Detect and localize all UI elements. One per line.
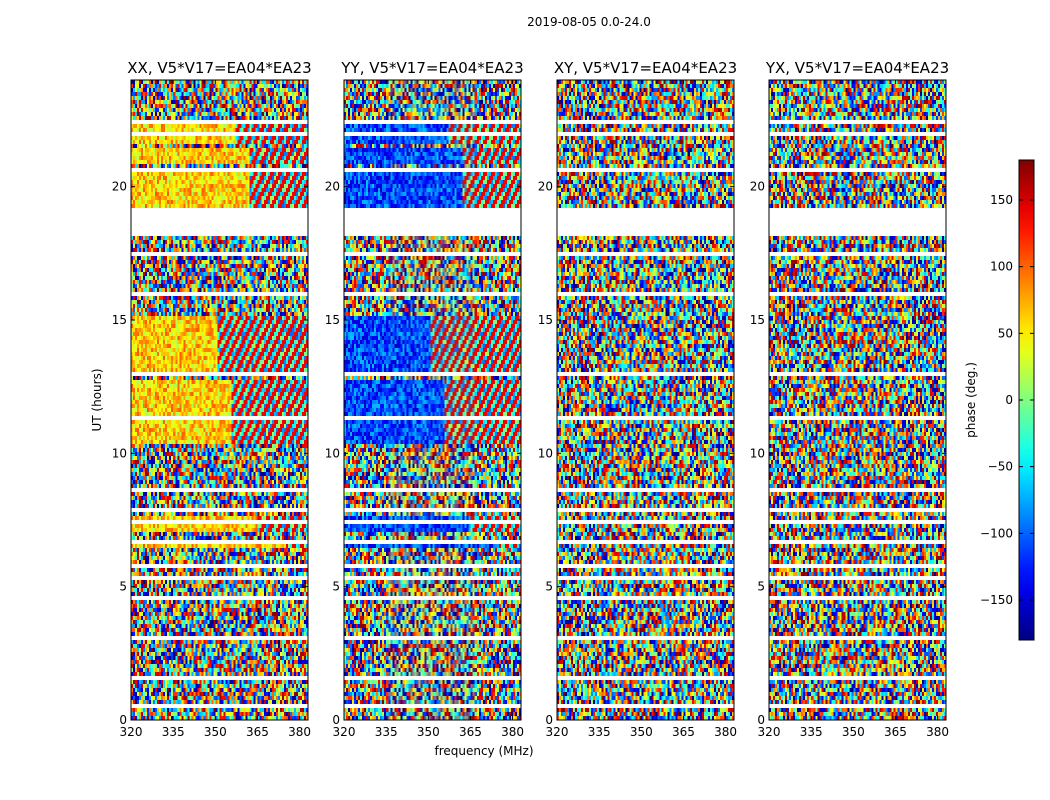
y-tick-label: 10 [750, 446, 765, 460]
colorbar-tick-label: −50 [988, 460, 1013, 474]
x-tick-label: 365 [884, 725, 907, 739]
panel-0: XX, V5*V17=EA04*EA23 320 335 350 365 380 0 5 10 1… [112, 59, 312, 739]
x-tick-label: 320 [546, 725, 569, 739]
x-tick-label: 320 [120, 725, 143, 739]
colorbar: 150 100 50 0 −50 −100 −150 [980, 159, 1035, 641]
x-tick-label: 350 [417, 725, 440, 739]
y-tick-label: 20 [538, 180, 553, 194]
colorbar-tick-label: 50 [998, 326, 1013, 340]
y-tick-label: 10 [538, 446, 553, 460]
heatmap-image [344, 80, 521, 720]
panel-3: YX, V5*V17=EA04*EA23 320 335 350 365 380 0 5 10 1… [750, 59, 949, 739]
y-tick-label: 10 [112, 446, 127, 460]
x-tick-label: 350 [630, 725, 653, 739]
panels: XX, V5*V17=EA04*EA23 320 335 350 365 380 0 5 10 1… [112, 59, 949, 739]
colorbar-tick-label: 150 [990, 193, 1013, 207]
panel-title: YX, V5*V17=EA04*EA23 [765, 59, 949, 77]
colorbar-tick-label: 0 [1005, 393, 1013, 407]
axes-frame [130, 79, 309, 721]
y-tick-label: 10 [325, 446, 340, 460]
y-axis-label: UT (hours) [90, 368, 104, 431]
colorbar-label: phase (deg.) [964, 362, 978, 438]
x-tick-label: 365 [672, 725, 695, 739]
x-tick-label: 350 [204, 725, 227, 739]
x-axis-label: frequency (MHz) [434, 744, 533, 758]
x-tick-label: 380 [501, 725, 524, 739]
axes-frame [343, 79, 522, 721]
y-tick-label: 0 [545, 713, 553, 727]
y-tick-label: 5 [545, 580, 553, 594]
y-tick-label: 0 [119, 713, 127, 727]
x-tick-label: 335 [588, 725, 611, 739]
y-tick-label: 5 [332, 580, 340, 594]
figure-title: 2019-08-05 0.0-24.0 [527, 15, 651, 29]
x-tick-label: 380 [926, 725, 949, 739]
x-tick-label: 335 [162, 725, 185, 739]
axes-frame [768, 79, 947, 721]
y-tick-label: 5 [119, 580, 127, 594]
y-tick-label: 0 [332, 713, 340, 727]
heatmap-image [131, 80, 308, 720]
x-tick-label: 320 [333, 725, 356, 739]
y-tick-label: 15 [750, 313, 765, 327]
axes-frame [556, 79, 735, 721]
heatmap-image [769, 80, 946, 720]
x-tick-label: 365 [246, 725, 269, 739]
y-tick-label: 15 [325, 313, 340, 327]
colorbar-tick-label: 100 [990, 260, 1013, 274]
panel-1: YY, V5*V17=EA04*EA23 320 335 350 365 380 0 5 10 1… [325, 59, 524, 739]
panel-title: XX, V5*V17=EA04*EA23 [127, 59, 311, 77]
y-tick-label: 5 [757, 580, 765, 594]
panel-2: XY, V5*V17=EA04*EA23 320 335 350 365 380 0 5 10 1… [538, 59, 737, 739]
x-tick-label: 380 [288, 725, 311, 739]
panel-title: YY, V5*V17=EA04*EA23 [340, 59, 523, 77]
x-tick-label: 335 [800, 725, 823, 739]
x-tick-label: 335 [375, 725, 398, 739]
x-tick-label: 365 [459, 725, 482, 739]
colorbar-tick-label: −100 [980, 526, 1013, 540]
panel-title: XY, V5*V17=EA04*EA23 [554, 59, 737, 77]
y-tick-label: 15 [538, 313, 553, 327]
y-tick-label: 20 [325, 180, 340, 194]
y-tick-label: 0 [757, 713, 765, 727]
heatmap-image [557, 80, 734, 720]
x-tick-label: 320 [758, 725, 781, 739]
y-tick-label: 15 [112, 313, 127, 327]
colorbar-tick-label: −150 [980, 593, 1013, 607]
x-tick-label: 380 [714, 725, 737, 739]
y-tick-label: 20 [112, 180, 127, 194]
y-tick-label: 20 [750, 180, 765, 194]
x-tick-label: 350 [842, 725, 865, 739]
